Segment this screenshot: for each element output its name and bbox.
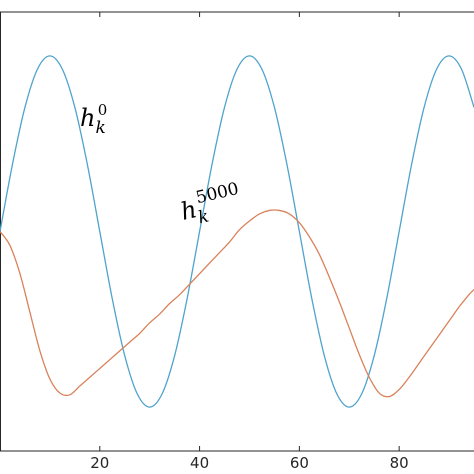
x-tick-label: 40 bbox=[190, 454, 209, 472]
series-line-h5000 bbox=[0, 209, 474, 398]
series-label-h5000: hk5000 bbox=[177, 179, 245, 232]
x-tick-label: 80 bbox=[390, 454, 409, 472]
series-line-h0 bbox=[0, 55, 474, 408]
x-tick-label: 60 bbox=[290, 454, 309, 472]
series-lines-group bbox=[0, 55, 474, 408]
series-label-h0: hk0 bbox=[80, 101, 107, 138]
x-ticks-group: 20 40 60 80 bbox=[0, 12, 409, 472]
x-tick-label: 20 bbox=[90, 454, 109, 472]
